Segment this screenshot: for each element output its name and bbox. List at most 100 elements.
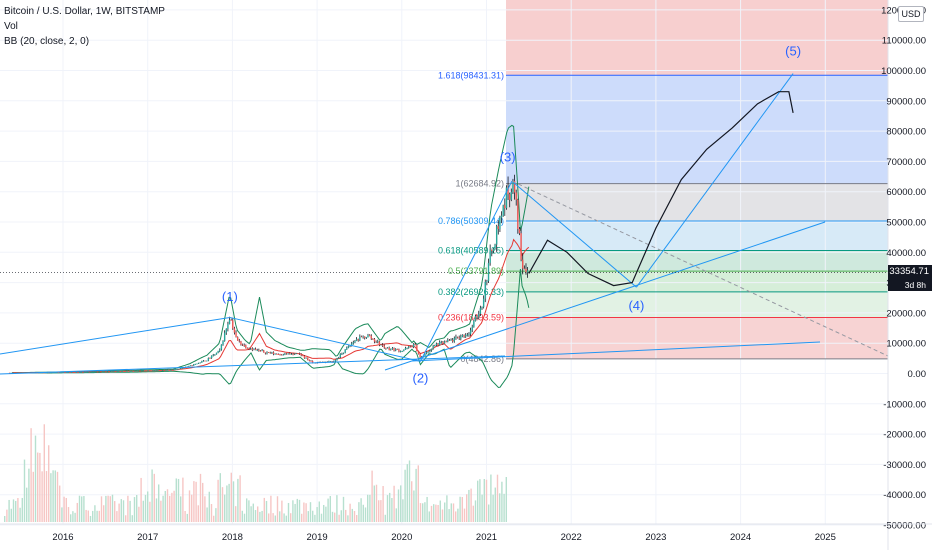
candle-body: [220, 344, 223, 350]
candle-body: [100, 371, 102, 373]
fib-zone-6: [506, 317, 888, 359]
last-price-tag: 33354.71: [888, 265, 932, 279]
candle-body: [517, 199, 519, 229]
volume-bar: [294, 503, 296, 522]
price-axis-label: 20000.00: [886, 308, 926, 319]
volume-bar: [268, 513, 270, 522]
currency-button[interactable]: USD: [898, 6, 924, 22]
candle-body: [479, 308, 482, 314]
volume-bar: [21, 497, 23, 522]
candle-body: [225, 328, 227, 333]
candle-body: [140, 370, 143, 372]
wave-label: (4): [628, 298, 644, 313]
candle-body: [175, 369, 177, 371]
legend-symbol[interactable]: Bitcoin / U.S. Dollar, 1W, BITSTAMP: [4, 6, 165, 17]
candle-body: [49, 372, 52, 374]
candle-body: [166, 369, 169, 371]
candle-body: [487, 262, 490, 281]
candle-body: [245, 345, 247, 349]
candle-body: [359, 336, 361, 341]
candle-body: [92, 371, 94, 373]
volume-bar: [457, 508, 459, 522]
candle-body: [303, 355, 306, 359]
volume-bar: [202, 482, 204, 522]
candle-body: [223, 332, 226, 342]
volume-bar: [195, 481, 197, 522]
volume-bar: [89, 515, 92, 522]
candle-body: [121, 371, 123, 372]
candle-body: [352, 342, 355, 344]
candle-body: [179, 367, 182, 369]
candle-body: [522, 259, 524, 269]
volume-bar: [171, 492, 173, 522]
volume-bar: [114, 501, 116, 522]
candle-body: [502, 205, 504, 216]
volume-bar: [318, 501, 320, 522]
volume-bar: [224, 494, 226, 522]
candle-body: [287, 353, 289, 355]
candle-body: [160, 370, 162, 371]
candle-body: [284, 353, 286, 355]
volume-bar: [155, 498, 158, 522]
volume-bar: [166, 489, 169, 522]
candle-body: [339, 354, 341, 358]
volume-bar: [206, 507, 208, 522]
volume-bar: [87, 510, 89, 522]
candle-body: [54, 372, 56, 374]
candle-body: [298, 353, 301, 355]
fib-label: 0.618(40589.25): [438, 246, 504, 256]
candle-body: [116, 371, 118, 372]
candle-body: [342, 352, 345, 354]
candle-body: [497, 226, 499, 230]
volume-bar: [408, 460, 411, 522]
candle-body: [196, 363, 198, 365]
volume-bar: [316, 507, 318, 522]
volume-bar: [373, 485, 375, 522]
volume-bar: [164, 490, 166, 522]
candle-body: [90, 371, 92, 373]
candle-body: [344, 349, 346, 353]
volume-bar: [279, 511, 281, 522]
candle-body: [72, 371, 74, 373]
candle-body: [163, 370, 166, 372]
legend-bb[interactable]: BB (20, close, 2, 0): [4, 36, 90, 47]
candle-body: [409, 346, 412, 348]
candle-body: [145, 370, 148, 372]
candle-body: [328, 361, 330, 363]
candle-body: [93, 371, 96, 373]
candle-body: [170, 369, 172, 371]
candle-body: [443, 341, 446, 344]
candle-body: [381, 344, 384, 346]
candle-body: [217, 350, 219, 353]
time-axis-label: 2019: [307, 532, 328, 543]
wave-label: (2): [412, 371, 428, 386]
candle-body: [408, 346, 410, 348]
volume-bar: [285, 515, 287, 522]
candle-body: [253, 348, 255, 351]
candle-body: [241, 344, 244, 346]
candle-body: [341, 353, 343, 355]
candle-body: [412, 344, 415, 348]
price-axis-label: -30000.00: [883, 460, 926, 471]
volume-bar: [360, 498, 362, 522]
candle-body: [466, 334, 469, 336]
candle-body: [250, 348, 252, 350]
volume-bar: [184, 511, 186, 522]
volume-bar: [472, 505, 474, 522]
candle-body: [232, 320, 234, 329]
candle-body: [375, 341, 377, 343]
volume-bar: [424, 502, 426, 522]
candle-body: [70, 371, 73, 373]
volume-bar: [111, 494, 114, 522]
volume-bar: [15, 500, 17, 522]
fib-zone-4: [506, 271, 888, 292]
volume-bar: [50, 473, 52, 522]
volume-bar: [8, 499, 10, 522]
candle-body: [505, 187, 508, 209]
volume-bar: [23, 459, 26, 522]
legend-vol[interactable]: Vol: [4, 21, 18, 32]
candle-body: [83, 371, 86, 373]
volume-bar: [4, 515, 6, 522]
